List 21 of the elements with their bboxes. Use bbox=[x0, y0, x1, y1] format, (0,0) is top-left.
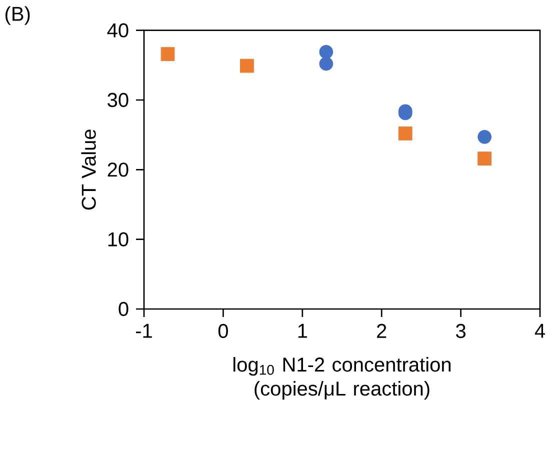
x-tick-label: -1 bbox=[136, 324, 152, 338]
x-tick-label: 4 bbox=[534, 324, 545, 338]
point bbox=[160, 47, 175, 61]
y-tick-label: 30 bbox=[108, 92, 128, 108]
point bbox=[240, 58, 254, 73]
y-tick-label: 40 bbox=[107, 23, 128, 38]
x-tick-label: 2 bbox=[377, 324, 386, 338]
point bbox=[398, 126, 412, 140]
x-tick-label: 0 bbox=[218, 324, 228, 338]
y-tick-label: 0 bbox=[118, 302, 128, 316]
y-axis-title: CT Value bbox=[81, 130, 96, 210]
point bbox=[478, 130, 492, 144]
x-axis-title: log$_{10}$ N1-2 concentration (copies/μL reaction) bbox=[234, 357, 451, 400]
point bbox=[478, 152, 492, 166]
x-tick-label: 3 bbox=[456, 324, 466, 338]
text: (B) bbox=[6, 6, 30, 25]
y-tick-label: 10 bbox=[108, 232, 128, 246]
x-tick-label: 1 bbox=[298, 324, 307, 338]
y-tick-label: 20 bbox=[108, 162, 128, 177]
point bbox=[319, 44, 334, 59]
point bbox=[319, 56, 334, 71]
